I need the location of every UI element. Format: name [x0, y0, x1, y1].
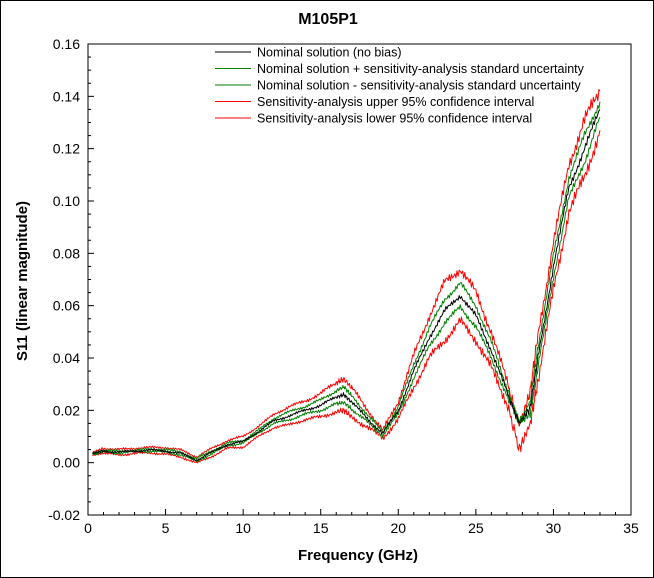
legend-label: Nominal solution - sensitivity-analysis …	[257, 79, 582, 93]
x-tick-label: 15	[313, 520, 329, 536]
y-tick-label: 0.04	[53, 350, 80, 366]
x-axis-title: Frequency (GHz)	[298, 547, 418, 564]
x-tick-label: 20	[390, 520, 406, 536]
y-tick-label: 0.02	[53, 402, 80, 418]
legend-label: Sensitivity-analysis lower 95% confidenc…	[257, 112, 532, 126]
y-axis-title: S11 (linear magnitude)	[14, 201, 31, 361]
y-tick-label: 0.16	[53, 36, 80, 52]
x-tick-label: 30	[546, 520, 562, 536]
x-axis: 0 5 10 15 20 25 30 35	[84, 509, 639, 536]
legend: Nominal solution (no bias) Nominal soluti…	[215, 46, 585, 126]
x-tick-label: 25	[468, 520, 484, 536]
chart-title: M105P1	[298, 11, 358, 28]
y-tick-label: 0.12	[53, 141, 80, 157]
y-tick-label: 0.14	[53, 88, 80, 104]
x-tick-label: 10	[235, 520, 251, 536]
plot-area	[87, 43, 632, 516]
series-layer	[92, 89, 601, 464]
y-tick-label: 0.00	[53, 455, 80, 471]
legend-label: Nominal solution (no bias)	[257, 46, 402, 60]
legend-label: Sensitivity-analysis upper 95% confidenc…	[257, 95, 534, 109]
series-line-4	[92, 130, 601, 464]
y-tick-label: 0.10	[53, 193, 80, 209]
x-tick-label: 5	[162, 520, 170, 536]
y-tick-label: 0.06	[53, 298, 80, 314]
y-tick-label: 0.08	[53, 245, 80, 261]
x-tick-label: 0	[84, 520, 92, 536]
series-line-0	[92, 109, 601, 462]
y-axis: -0.02 0.00 0.02 0.04 0.06 0.08 0.10 0.12 0.14 0.1…	[48, 36, 94, 523]
legend-label: Nominal solution + sensitivity-analysis …	[257, 62, 585, 76]
y-tick-label: -0.02	[48, 507, 80, 523]
x-tick-label: 35	[623, 520, 639, 536]
